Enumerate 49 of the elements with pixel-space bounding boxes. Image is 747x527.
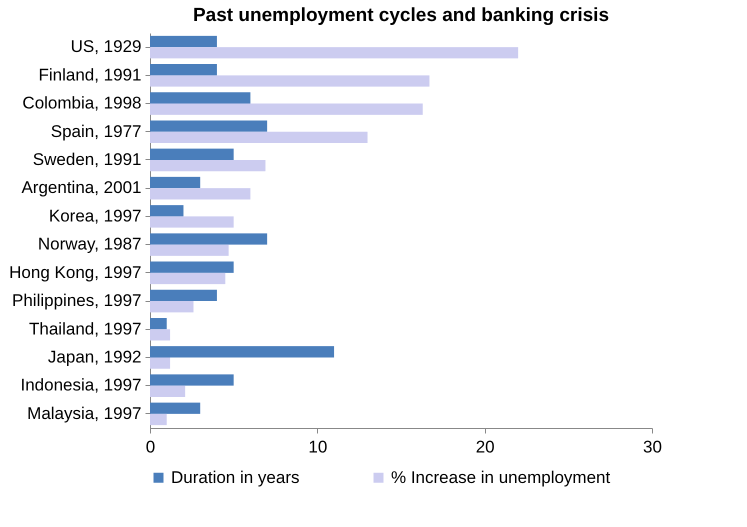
y-tick-label: Indonesia, 1997 [20,376,142,395]
y-tick-label: Sweden, 1991 [32,150,142,169]
bar [150,301,194,312]
bar [150,36,217,48]
bar [150,160,266,172]
bar [150,272,226,284]
y-tick-label: Korea, 1997 [48,206,142,226]
x-tick-label: 30 [643,438,662,456]
legend-label: % Increase in unemployment [391,468,610,487]
y-tick-label: Finland, 1991 [38,65,142,84]
bar [150,262,234,273]
y-tick-label: Japan, 1992 [48,347,142,366]
bar [150,47,518,58]
bar [150,64,217,76]
x-tick-label: 20 [476,438,495,456]
y-tick-label: Thailand, 1997 [29,319,142,338]
y-tick-label: Colombia, 1998 [22,94,142,113]
x-tick-label: 0 [146,438,156,456]
bar [150,386,186,397]
y-tick-label: Malaysia, 1997 [27,404,142,423]
bar [150,233,268,245]
chart-title: Past unemployment cycles and banking crisis [192,5,610,26]
bar [150,92,250,104]
y-tick-label: Norway, 1987 [38,234,142,254]
y-tick-label: Hong Kong, 1997 [9,262,142,282]
y-tick-label: Philippines, 1997 [12,291,142,310]
bar [150,205,184,216]
bar [150,75,430,87]
bar [150,329,170,341]
bar [150,216,234,228]
bar [150,402,200,414]
bar [150,290,217,302]
bar [150,318,167,330]
bar [150,176,200,188]
bar [150,132,368,144]
bar [150,244,229,256]
bar [150,346,334,358]
bar [150,148,234,160]
bar [150,104,423,115]
bar [150,374,234,386]
y-tick-label: Argentina, 2001 [21,178,142,198]
bar [150,357,170,369]
y-tick-label: Spain, 1977 [50,122,142,141]
bar [150,414,167,426]
bar [150,188,250,200]
y-tick-label: US, 1929 [70,37,142,56]
legend-label: Duration in years [171,468,300,487]
x-tick-label: 10 [308,438,328,456]
bar [150,120,268,132]
